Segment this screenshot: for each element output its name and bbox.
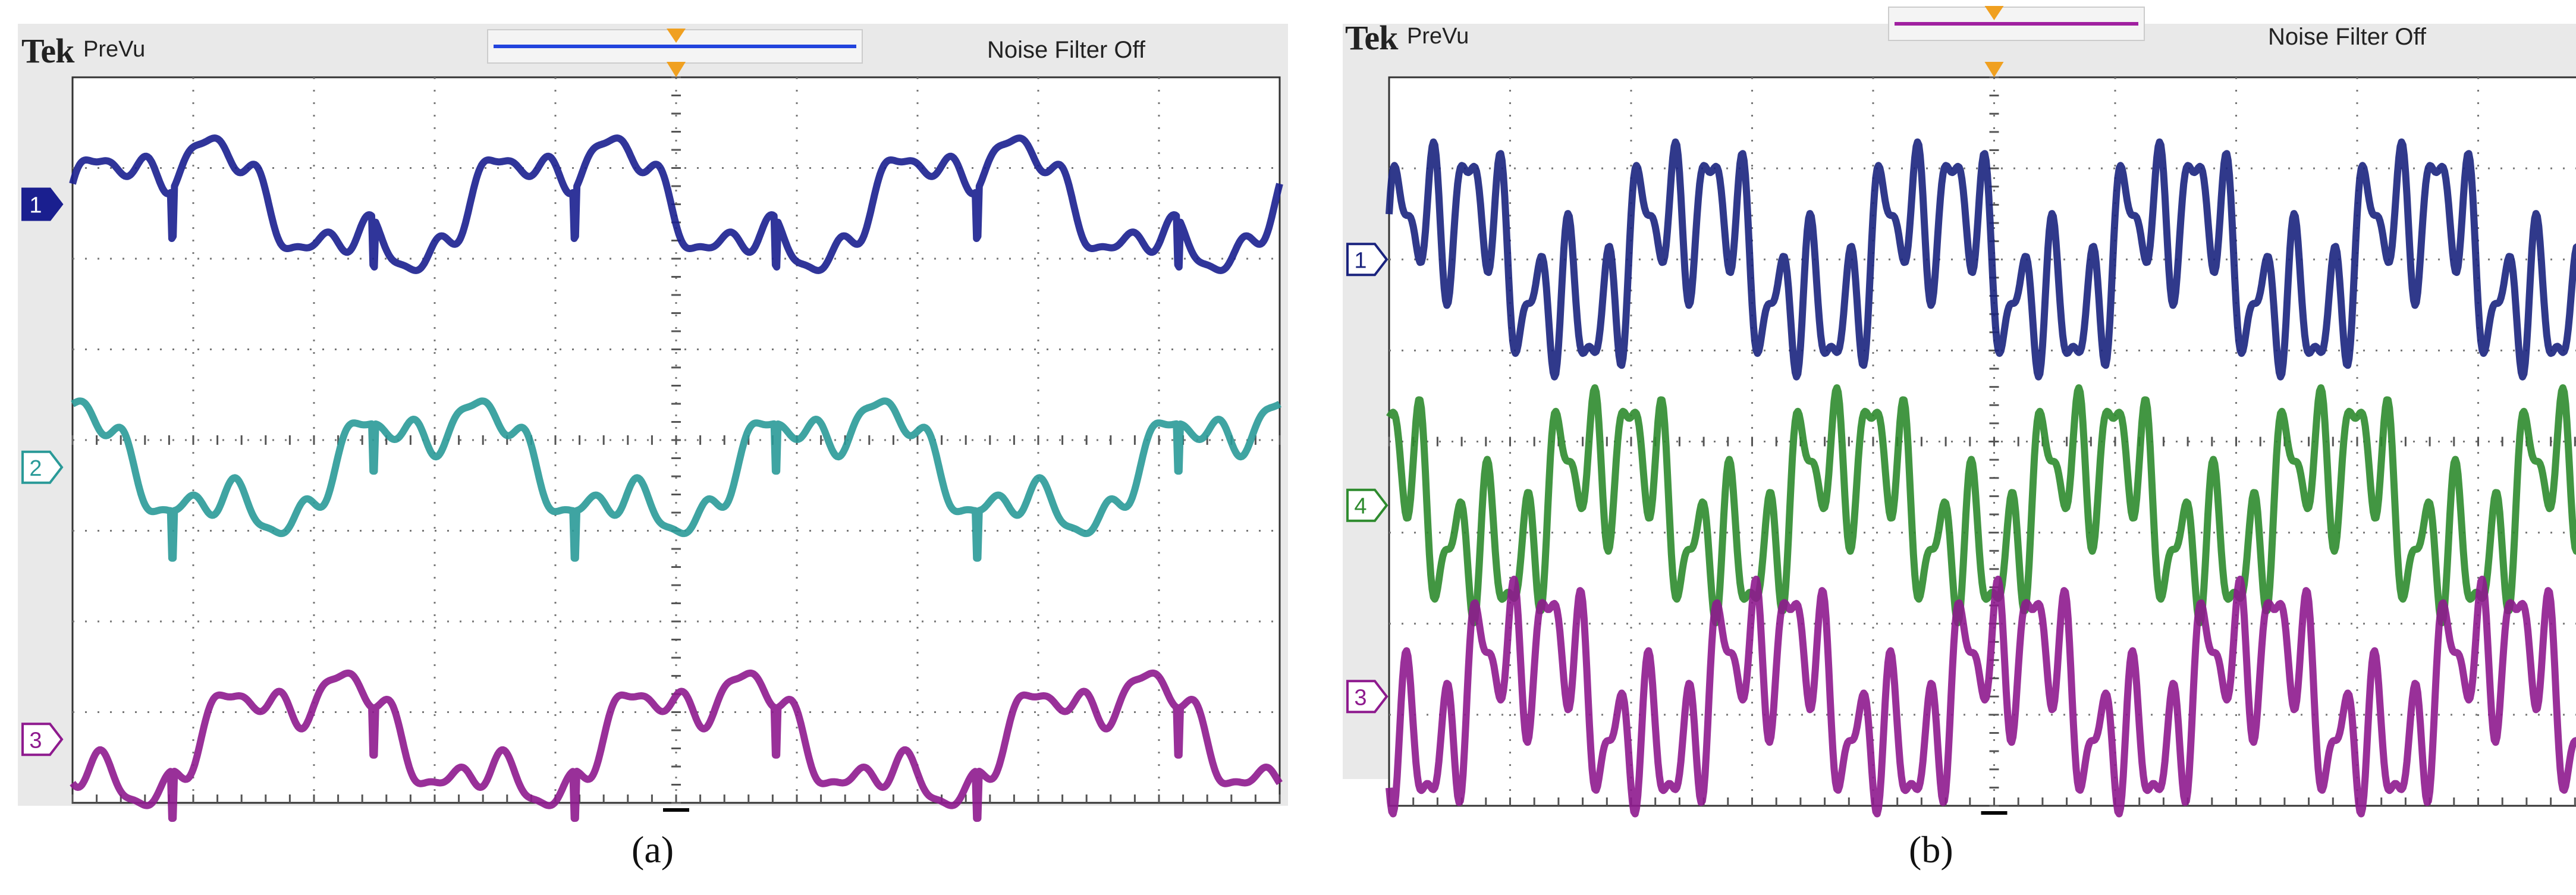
- channel-marker-2-a: [21, 450, 64, 484]
- channel-marker-label-1-b: 1: [1354, 248, 1366, 273]
- channel-marker-label-1-a: 1: [29, 193, 42, 218]
- channel-marker-label-3-a: 3: [29, 728, 42, 753]
- mode-label-b: PreVu: [1407, 24, 1469, 49]
- waveform-ch3-a: [70, 669, 1283, 822]
- waveform-ch1-a: [69, 134, 1283, 274]
- trigger-marker-icon-b: [1984, 62, 2004, 77]
- channel-marker-3-b: [1346, 680, 1388, 714]
- channel-marker-label-4-b: 4: [1354, 494, 1366, 519]
- channel-marker-1-a: [21, 187, 64, 221]
- noise-filter-label-a: Noise Filter Off: [987, 37, 1145, 63]
- trigger-position-icon-a: [667, 29, 686, 43]
- brand-label-b: Tek: [1345, 18, 1398, 57]
- channel-marker-1-b: [1346, 243, 1388, 277]
- trigger-marker-icon-a: [667, 62, 686, 77]
- trigger-position-icon-b: [1984, 6, 2004, 20]
- waveform-ch3-b: [1386, 576, 2576, 818]
- channel-marker-label-3-b: 3: [1354, 685, 1366, 710]
- channel-marker-4-b: [1346, 488, 1388, 522]
- waveform-ch1-b: [1386, 138, 2576, 381]
- scope-plot-a: 1 2 3: [21, 29, 1283, 822]
- panel-caption-b: (b): [1909, 828, 1953, 871]
- mode-label-a: PreVu: [83, 37, 146, 62]
- panel-caption-a: (a): [632, 828, 674, 871]
- waveform-ch2-a: [70, 397, 1282, 562]
- brand-label-a: Tek: [21, 32, 74, 70]
- scope-plot-b: 1 4 3: [1346, 6, 2576, 818]
- scope-panel-b: Tek PreVu Noise Filter Off 1 4 3 (b): [1288, 0, 2576, 895]
- channel-marker-3-a: [21, 723, 64, 756]
- channel-marker-label-2-a: 2: [29, 456, 42, 481]
- noise-filter-label-b: Noise Filter Off: [2268, 24, 2426, 50]
- scope-panel-a: Tek PreVu Noise Filter Off 1 2 3 (a): [18, 24, 1299, 871]
